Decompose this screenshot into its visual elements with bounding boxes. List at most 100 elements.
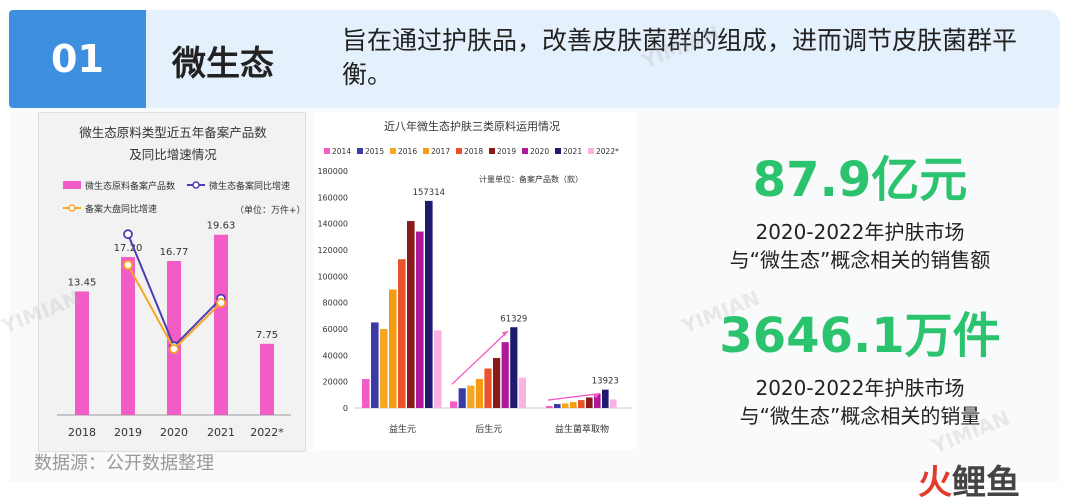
legend-swatch (63, 181, 81, 189)
section-number: 01 (51, 37, 104, 81)
stat-sales: 87.9亿元 2020-2022年护肤市场 与“微生态”概念相关的销售额 (660, 140, 1060, 274)
bar (434, 330, 442, 408)
trend-arrow (547, 393, 600, 401)
y-tick-label: 120000 (317, 246, 348, 255)
bar (570, 402, 577, 408)
x-tick-label: 2021 (207, 426, 235, 439)
legend-label: 备案大盘同比增速 (85, 203, 157, 215)
y-tick-label: 40000 (323, 351, 348, 360)
data-label: 7.75 (256, 330, 278, 341)
legend-label: 2019 (497, 147, 516, 156)
data-label: 13.45 (68, 277, 97, 288)
legend-swatch (192, 181, 200, 189)
chart-ingredient-usage: 近八年微生态护肤三类原料运用情况 2014 2015 2016 2017 2018 2019… (314, 112, 636, 450)
bar (121, 257, 135, 415)
chart-title: 近八年微生态护肤三类原料运用情况 (384, 119, 560, 133)
bar (501, 342, 509, 408)
stat-sales-line1: 2020-2022年护肤市场 (755, 220, 965, 244)
legend-swatch (588, 148, 594, 154)
bar (380, 329, 388, 408)
legend-label: 2014 (332, 147, 351, 156)
data-label: 157314 (413, 188, 445, 198)
header-band (9, 10, 1060, 108)
line-point (123, 260, 133, 270)
chart-title: 及同比增速情况 (129, 147, 217, 162)
line-point (169, 344, 179, 354)
stat-volume-line1: 2020-2022年护肤市场 (755, 376, 965, 400)
data-label: 17.20 (114, 243, 143, 254)
bar (602, 389, 609, 408)
legend-swatch (555, 148, 561, 154)
bar (578, 400, 585, 408)
y-tick-label: 60000 (323, 325, 348, 334)
bar (167, 260, 181, 415)
bar (594, 393, 601, 408)
data-label: 13923 (592, 377, 619, 387)
chart-annual-filings: 微生态原料类型近五年备案产品数 及同比增速情况微生态原料备案产品数 微生态备案同比增… (38, 112, 306, 452)
bar (484, 368, 492, 408)
x-tick-label: 2018 (68, 426, 96, 439)
y-tick-label: 0 (343, 404, 348, 413)
bar (407, 221, 415, 408)
legend-label: 2016 (398, 147, 417, 156)
legend-swatch (522, 148, 528, 154)
legend-swatch (357, 148, 363, 154)
data-label: 61329 (500, 314, 527, 324)
stat-volume: 3646.1万件 2020-2022年护肤市场 与“微生态”概念相关的销量 (660, 296, 1060, 430)
chart-unit: （单位：万件+） (235, 204, 306, 216)
y-tick-label: 160000 (317, 193, 348, 202)
bar (510, 327, 518, 408)
bar (610, 399, 617, 408)
y-tick-label: 20000 (323, 378, 348, 387)
y-tick-label: 180000 (317, 167, 348, 176)
legend-label: 2018 (464, 147, 483, 156)
chart-title: 微生态原料类型近五年备案产品数 (79, 125, 267, 140)
section-title: 微生态 (172, 44, 274, 84)
legend-label: 微生态备案同比增速 (209, 180, 290, 192)
chart-unit: 计量单位：备案产品数（款） (479, 174, 583, 184)
data-label: 19.63 (207, 221, 236, 232)
bar (398, 259, 406, 408)
y-tick-label: 140000 (317, 220, 348, 229)
source-note: 数据源：公开数据整理 (34, 453, 214, 474)
trend-arrow (451, 330, 509, 385)
y-tick-label: 80000 (323, 299, 348, 308)
legend-swatch (390, 148, 396, 154)
legend-label: 微生态原料备案产品数 (85, 180, 175, 192)
bar (475, 379, 483, 408)
x-tick-label: 2022* (250, 426, 284, 439)
bar (260, 343, 274, 415)
legend-swatch (456, 148, 462, 154)
bar (425, 200, 433, 408)
line-point (123, 229, 133, 240)
bar (518, 377, 526, 408)
bar (362, 379, 370, 408)
x-tick-label: 后生元 (475, 423, 502, 435)
bar (371, 322, 379, 408)
legend-label: 2020 (530, 147, 549, 156)
trend-arrowhead (501, 331, 508, 337)
stat-sales-line2: 与“微生态”概念相关的销售额 (729, 248, 991, 272)
legend-label: 2017 (431, 147, 450, 156)
legend-swatch (324, 148, 330, 154)
x-tick-label: 2019 (114, 426, 142, 439)
bar (450, 401, 458, 408)
bar (586, 397, 593, 408)
bar (416, 231, 424, 408)
bar (546, 406, 553, 408)
legend-label: 2021 (563, 147, 582, 156)
legend-label: 2022* (596, 147, 619, 156)
stat-volume-line2: 与“微生态”概念相关的销量 (739, 404, 981, 428)
legend-swatch (423, 148, 429, 154)
x-tick-label: 2020 (160, 426, 188, 439)
bar (554, 404, 561, 408)
bar (493, 357, 501, 408)
section-description: 旨在通过护肤品，改善皮肤菌群的组成，进而调节皮肤菌群平衡。 (342, 26, 1018, 89)
legend-label: 2015 (365, 147, 384, 156)
section-number-box: 01 (9, 10, 146, 108)
bar (75, 291, 89, 415)
bar (389, 289, 397, 408)
brand-logo: 火鲤鱼 (918, 455, 1020, 499)
line-point (216, 297, 226, 308)
